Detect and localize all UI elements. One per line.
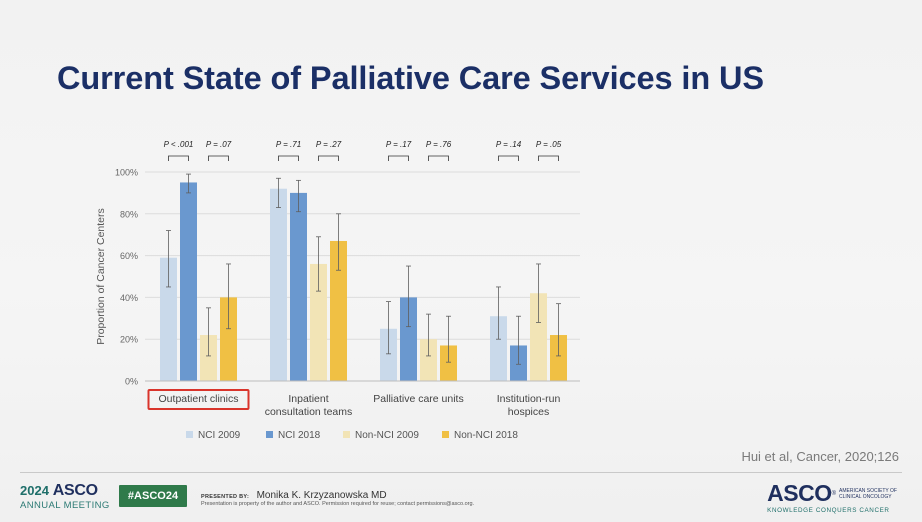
p-value-label: P < .001	[164, 140, 194, 149]
y-tick-label: 20%	[120, 335, 138, 345]
p-value-label: P = .71	[276, 140, 301, 149]
bar	[530, 293, 547, 381]
error-bars	[166, 173, 561, 365]
bar	[490, 316, 507, 381]
hashtag-badge: #ASCO24	[119, 485, 187, 507]
category-label: Inpatient	[288, 393, 328, 405]
y-axis: 0% 20% 40% 60% 80% 100% Proportion of Cancer C…	[95, 168, 138, 387]
y-tick-label: 80%	[120, 209, 138, 219]
footer-divider	[20, 472, 902, 473]
meeting-org: ASCO	[52, 482, 98, 499]
p-value-bracket	[278, 155, 299, 161]
bar	[550, 335, 567, 381]
bar	[200, 335, 217, 381]
bar	[160, 257, 177, 381]
bar	[220, 297, 237, 381]
legend-swatch	[186, 431, 193, 438]
presented-by: PRESENTED BY: Monika K. Krzyzanowska MD	[201, 485, 387, 503]
bar	[400, 297, 417, 381]
p-value-bracket	[388, 155, 409, 161]
category-label: Institution-run	[497, 393, 561, 405]
bar	[440, 345, 457, 381]
highlight-box	[147, 389, 250, 410]
p-value-bracket	[168, 155, 189, 161]
p-value-bracket	[318, 155, 339, 161]
p-value-label: P = .27	[316, 140, 342, 149]
legend-swatch	[442, 431, 449, 438]
p-value-label: P = .05	[536, 140, 562, 149]
p-value-bracket	[538, 155, 559, 161]
category-label: hospices	[508, 406, 549, 418]
tagline: KNOWLEDGE CONQUERS CANCER	[767, 507, 890, 514]
meeting-year: 2024	[20, 483, 49, 498]
bar-chart: 0% 20% 40% 60% 80% 100% Proportion of Cancer C…	[95, 140, 580, 441]
bar	[310, 263, 327, 381]
p-value-annotations: P < .001 P = .07 P = .71 P = .27 P = .17 P = …	[164, 140, 562, 161]
category-label: consultation teams	[265, 406, 353, 418]
category-label: Palliative care units	[373, 393, 463, 405]
legend-swatch	[266, 431, 273, 438]
registered-mark: ®	[831, 490, 837, 497]
society-line-1: AMERICAN SOCIETY OF	[839, 487, 897, 494]
legend-label: NCI 2009	[198, 430, 241, 441]
p-value-bracket	[498, 155, 519, 161]
legend-label: NCI 2018	[278, 430, 321, 441]
x-axis: Outpatient clinics Inpatientconsultation …	[145, 380, 580, 418]
category-label: Outpatient clinics	[159, 393, 239, 405]
society-name: AMERICAN SOCIETY OF CLINICAL ONCOLOGY	[839, 488, 897, 500]
presented-label: PRESENTED BY:	[201, 494, 250, 500]
citation: Hui et al, Cancer, 2020;126	[741, 449, 899, 464]
p-value-label: P = .17	[386, 140, 412, 149]
legend-swatch	[343, 431, 350, 438]
bar	[420, 339, 437, 381]
society-line-2: CLINICAL ONCOLOGY	[839, 493, 892, 500]
y-tick-label: 0%	[125, 377, 138, 387]
bar	[270, 188, 287, 381]
asco-wordmark: ASCO	[767, 480, 832, 506]
y-axis-label: Proportion of Cancer Centers	[95, 208, 107, 345]
bar	[330, 240, 347, 381]
p-value-label: P = .07	[206, 140, 232, 149]
asco-logo: ASCO ® AMERICAN SOCIETY OF CLINICAL ONCO…	[767, 480, 897, 515]
y-tick-label: 40%	[120, 293, 138, 303]
bar	[380, 328, 397, 381]
bar	[290, 192, 307, 381]
legend-label: Non-NCI 2018	[454, 430, 518, 441]
y-tick-label: 60%	[120, 251, 138, 261]
p-value-bracket	[208, 155, 229, 161]
disclaimer: Presentation is property of the author a…	[201, 501, 475, 507]
bar	[180, 182, 197, 381]
legend-label: Non-NCI 2009	[355, 430, 419, 441]
p-value-label: P = .76	[426, 140, 452, 149]
presenter-name: Monika K. Krzyzanowska MD	[256, 490, 387, 501]
bars	[160, 182, 567, 381]
legend: NCI 2009 NCI 2018 Non-NCI 2009 Non-NCI 2018	[186, 430, 518, 441]
meeting-subtitle: ANNUAL MEETING	[20, 500, 110, 511]
p-value-bracket	[428, 155, 449, 161]
p-value-label: P = .14	[496, 140, 522, 149]
y-tick-label: 100%	[115, 168, 138, 178]
slide-title: Current State of Palliative Care Service…	[57, 60, 764, 96]
meeting-logo: 2024 ASCO ANNUAL MEETING	[20, 483, 110, 511]
